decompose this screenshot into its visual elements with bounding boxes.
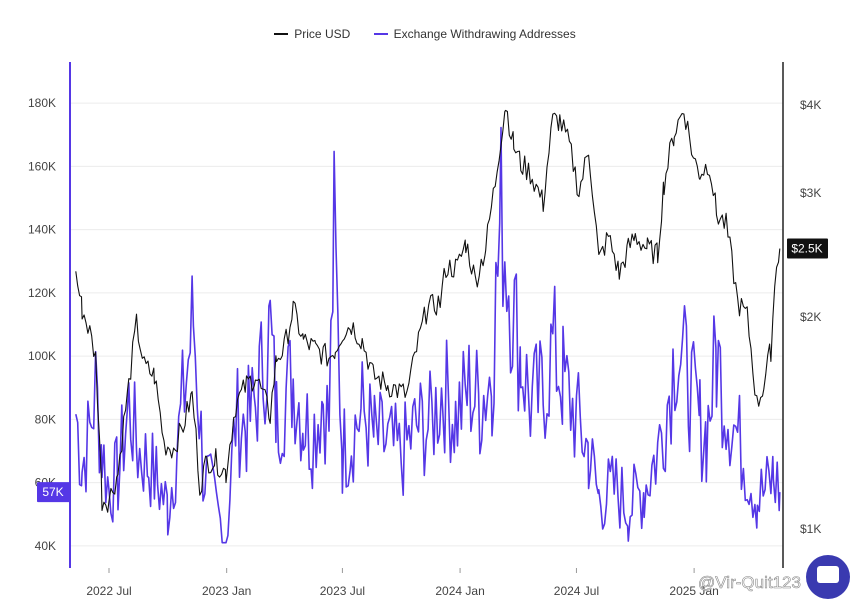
legend-label-price: Price USD (294, 27, 351, 41)
y-left-tick-label: 100K (28, 349, 56, 363)
last-price-badge (787, 238, 828, 259)
x-tick-label: 2024 Jan (435, 584, 484, 598)
series-line-price (75, 109, 781, 513)
y-right-tick-label: $2K (800, 310, 821, 324)
y-right-tick-label: $4K (800, 98, 821, 112)
watermark: @Vir-Quit123 (698, 555, 850, 599)
legend-swatch-price (274, 33, 289, 35)
y-left-tick-label: 160K (28, 159, 56, 173)
series-line-addresses (75, 126, 781, 544)
legend-swatch-addresses (373, 33, 388, 35)
last-addresses-label: 57K (42, 485, 63, 499)
last-addresses-badge (37, 482, 70, 503)
x-tick-label: 2025 Jan (669, 584, 718, 598)
legend-item-price[interactable]: Price USD (274, 27, 350, 41)
y-right-tick-label: $3K (800, 186, 821, 200)
y-left-tick-label: 40K (35, 539, 56, 553)
x-tick-label: 2024 Jul (554, 584, 599, 598)
watermark-text: @Vir-Quit123 (698, 573, 801, 592)
legend-item-addresses[interactable]: Exchange Withdrawing Addresses (373, 27, 576, 41)
legend-label-addresses: Exchange Withdrawing Addresses (393, 27, 576, 41)
y-left-tick-label: 80K (35, 412, 56, 426)
y-right-tick-label: $1K (800, 522, 821, 536)
x-tick-label: 2023 Jul (320, 584, 365, 598)
y-left-tick-label: 140K (28, 223, 56, 237)
x-tick-label: 2023 Jan (202, 584, 251, 598)
y-left-tick-label: 180K (28, 96, 56, 110)
x-tick-label: 2022 Jul (86, 584, 131, 598)
y-left-tick-label: 120K (28, 286, 56, 300)
chat-bubble-icon-body (817, 566, 839, 583)
legend: Price USD Exchange Withdrawing Addresses (0, 24, 850, 41)
last-price-label: $2.5K (791, 242, 822, 256)
